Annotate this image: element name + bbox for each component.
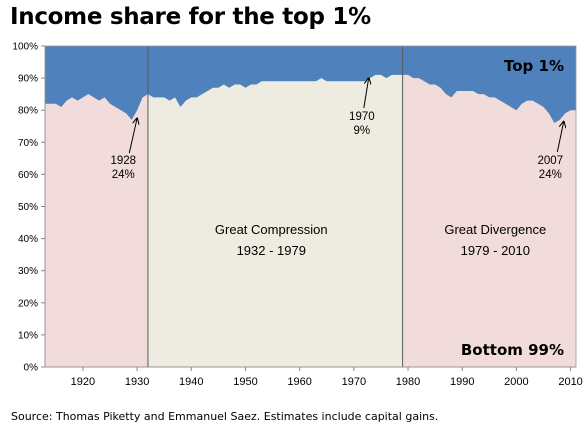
y-tick-label: 30% <box>18 266 38 277</box>
era-name: Great Divergence <box>444 222 546 237</box>
annotation-year: 2007 <box>538 155 564 167</box>
era-range: 1932 - 1979 <box>237 243 306 258</box>
era-name: Great Compression <box>215 222 328 237</box>
bottom-99-area-compression <box>147 74 403 367</box>
income-share-chart: 0% 10% 20% 30% 40% 50% 60% 70% 80% 90% 100% 1920 193… <box>12 42 582 389</box>
y-tick-label: 100% <box>12 42 38 53</box>
axes: 0% 10% 20% 30% 40% 50% 60% 70% 80% 90% 100% 1920 193… <box>12 42 582 389</box>
x-tick-label: 1990 <box>450 376 474 388</box>
annotation-year: 1970 <box>349 111 375 123</box>
x-tick-label: 1920 <box>71 376 95 388</box>
annotation-value: 24% <box>112 169 135 181</box>
series-label-bottom: Bottom 99% <box>461 341 564 359</box>
y-tick-label: 80% <box>18 106 38 117</box>
y-tick-label: 10% <box>18 330 38 341</box>
y-tick-label: 40% <box>18 234 38 245</box>
y-tick-label: 60% <box>18 170 38 181</box>
chart-title: Income share for the top 1% <box>10 4 371 30</box>
x-tick-label: 2010 <box>558 376 582 388</box>
source-note: Source: Thomas Piketty and Emmanuel Saez… <box>11 410 439 423</box>
era-range: 1979 - 2010 <box>461 243 530 258</box>
x-tick-label: 1980 <box>396 376 420 388</box>
series-label-top: Top 1% <box>504 57 564 75</box>
y-tick-label: 50% <box>18 202 38 213</box>
x-tick-label: 1930 <box>125 376 149 388</box>
annotation-arrow <box>556 121 563 153</box>
x-tick-label: 1950 <box>233 376 257 388</box>
y-tick-label: 20% <box>18 298 38 309</box>
annotation-value: 9% <box>354 125 371 137</box>
annotation-arrow <box>363 78 369 109</box>
x-tick-label: 1970 <box>342 376 366 388</box>
annotation-year: 1928 <box>110 155 136 167</box>
y-tick-label: 70% <box>18 138 38 149</box>
x-tick-label: 1940 <box>179 376 203 388</box>
chart-labels: 1928 24% 1970 9% 2007 24% Great Compression 193… <box>110 57 564 359</box>
y-tick-label: 0% <box>24 363 39 374</box>
annotation-value: 24% <box>539 169 562 181</box>
y-tick-label: 90% <box>18 74 38 85</box>
x-tick-label: 1960 <box>287 376 311 388</box>
x-tick-label: 2000 <box>504 376 528 388</box>
annotation-arrow <box>128 118 137 154</box>
plot-area <box>45 46 576 367</box>
